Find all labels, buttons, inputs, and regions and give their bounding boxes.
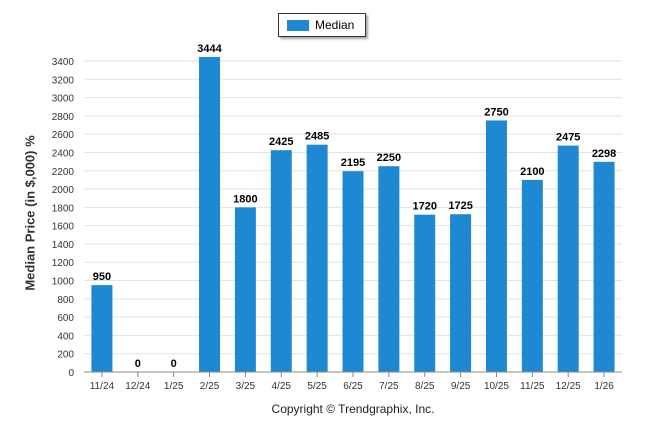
x-tick-label: 8/25 [415, 381, 435, 392]
x-tick-label: 12/24 [125, 381, 150, 392]
bar-9-25 [450, 214, 472, 372]
x-tick-label: 4/25 [272, 381, 292, 392]
data-label: 2298 [592, 148, 616, 160]
legend-label-median: Median [315, 18, 355, 32]
bar-10-25 [485, 120, 507, 373]
bars [91, 56, 615, 373]
data-labels: 950 0 0 3444 1800 2425 2485 2195 2250 1720 1725 275… [93, 43, 617, 370]
bar-7-25 [378, 166, 400, 372]
x-tick-label: 5/25 [307, 381, 327, 392]
y-tick-label: 2800 [52, 112, 75, 123]
bar-6-25 [342, 171, 364, 372]
data-label: 2475 [556, 132, 580, 144]
y-tick-label: 600 [57, 313, 74, 324]
y-tick-label: 2600 [52, 130, 75, 141]
x-tick-label: 6/25 [343, 381, 363, 392]
data-label: 2425 [269, 136, 293, 148]
bar-12-25 [557, 145, 579, 372]
data-label: 2100 [520, 166, 544, 178]
data-label: 2485 [305, 131, 329, 143]
x-tick-label: 9/25 [451, 381, 471, 392]
y-tick-label: 1600 [52, 222, 75, 233]
data-label: 0 [171, 358, 177, 370]
bar-11-24 [91, 285, 113, 372]
data-label: 0 [135, 358, 141, 370]
bar-3-25 [234, 207, 256, 372]
y-tick-label: 800 [57, 295, 74, 306]
y-tick-label: 3000 [52, 94, 75, 105]
x-tick-label: 10/25 [484, 381, 509, 392]
bar-2-25 [199, 56, 221, 373]
bar-1-26 [593, 161, 615, 372]
x-axis-ticks: 11/24 12/24 1/25 2/25 3/25 4/25 5/25 6/25 7/25 8/… [90, 372, 614, 392]
data-label: 950 [93, 271, 111, 283]
data-label: 1720 [412, 201, 436, 213]
data-label: 3444 [197, 43, 222, 55]
x-tick-label: 2/25 [200, 381, 220, 392]
x-tick-label: 1/26 [594, 381, 614, 392]
y-tick-label: 200 [57, 350, 74, 361]
y-tick-label: 3200 [52, 75, 75, 86]
x-tick-label: 12/25 [556, 381, 581, 392]
data-label: 2195 [341, 157, 365, 169]
data-label: 2750 [484, 106, 508, 118]
y-tick-label: 2200 [52, 167, 75, 178]
x-tick-label: 1/25 [164, 381, 184, 392]
bar-4-25 [270, 150, 292, 372]
y-tick-label: 1800 [52, 203, 75, 214]
x-tick-label: 11/25 [520, 381, 545, 392]
legend: Median [278, 13, 366, 37]
x-tick-label: 3/25 [236, 381, 256, 392]
copyright-text: Copyright © Trendgraphix, Inc. [271, 402, 435, 416]
legend-swatch [287, 19, 309, 31]
y-tick-label: 2400 [52, 148, 75, 159]
x-tick-label: 11/24 [90, 381, 115, 392]
data-label: 1725 [448, 200, 472, 212]
y-axis-ticks: 0 200 400 600 800 1000 1200 1400 1600 1800 2000 220… [52, 57, 75, 379]
y-tick-label: 1000 [52, 277, 75, 288]
y-tick-label: 400 [57, 331, 74, 342]
bar-8-25 [414, 214, 436, 372]
y-tick-label: 3400 [52, 57, 75, 68]
x-tick-label: 7/25 [379, 381, 399, 392]
y-tick-label: 1200 [52, 258, 75, 269]
data-label: 2250 [377, 152, 401, 164]
bar-5-25 [306, 144, 328, 372]
y-tick-label: 1400 [52, 240, 75, 251]
data-label: 1800 [233, 193, 257, 205]
y-tick-label: 0 [68, 368, 74, 379]
bar-11-25 [521, 179, 543, 372]
y-tick-label: 2000 [52, 185, 75, 196]
y-axis-title: Median Price (in $,000) % [22, 135, 38, 291]
